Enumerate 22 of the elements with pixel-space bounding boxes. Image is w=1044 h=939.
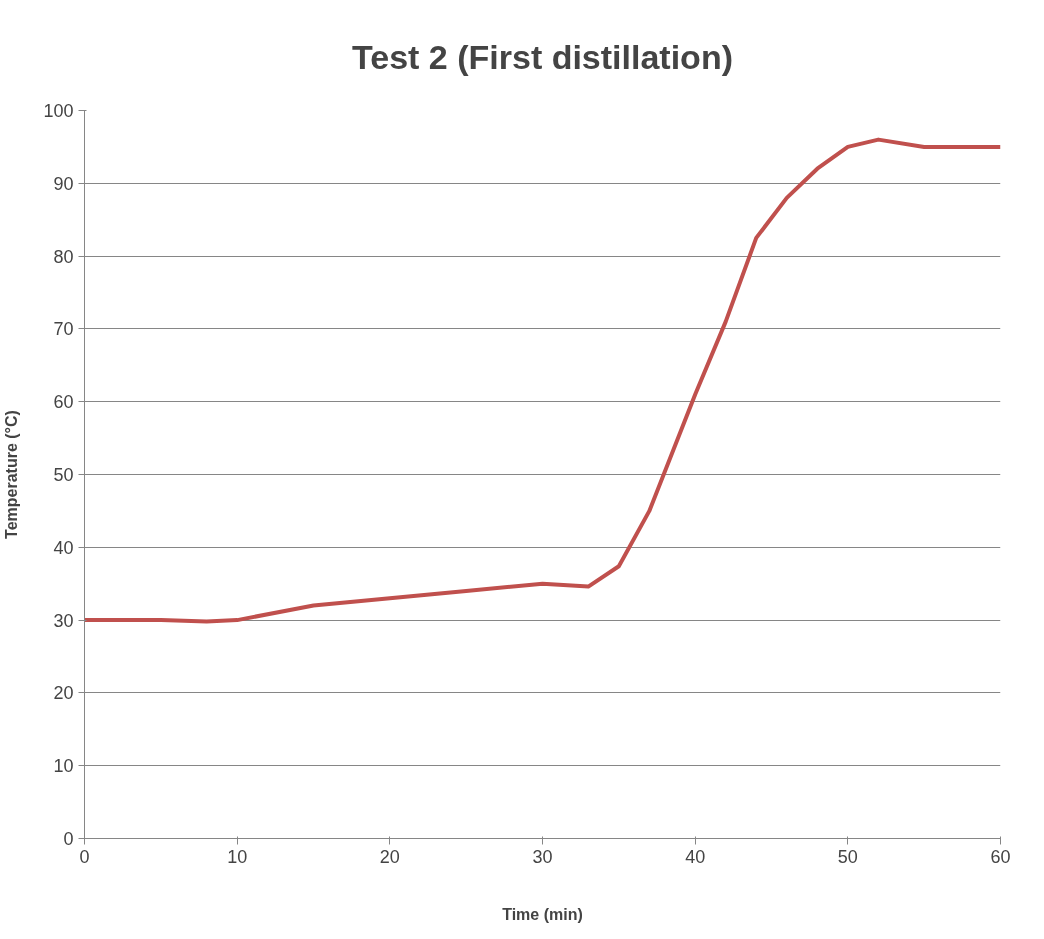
y-tick-label: 90 bbox=[53, 173, 74, 194]
x-tick-label: 60 bbox=[990, 846, 1011, 867]
y-tick-label: 70 bbox=[53, 319, 74, 340]
line-series bbox=[84, 137, 1001, 624]
y-tick-label: 0 bbox=[63, 829, 74, 849]
x-tick-label: 10 bbox=[227, 846, 248, 867]
y-tick-label: 30 bbox=[53, 610, 74, 631]
x-tick-label: 30 bbox=[532, 846, 553, 867]
y-tick-label: 80 bbox=[53, 246, 74, 267]
x-tick-label: 20 bbox=[379, 846, 400, 867]
x-tick-label: 40 bbox=[685, 846, 706, 867]
x-tick-label: 0 bbox=[79, 846, 90, 867]
y-axis-title: Temperature (°C) bbox=[3, 410, 21, 539]
x-tick-label: 50 bbox=[837, 846, 858, 867]
chart-title: Test 2 (First distillation) bbox=[352, 37, 733, 76]
y-tick-label: 10 bbox=[53, 756, 74, 777]
y-tick-label: 50 bbox=[53, 465, 74, 485]
y-tick-label: 20 bbox=[53, 683, 74, 704]
x-axis-title: Time (min) bbox=[502, 905, 583, 923]
y-tick-label: 40 bbox=[53, 537, 74, 558]
y-tick-label: 60 bbox=[53, 392, 74, 413]
y-tick-label: 100 bbox=[43, 101, 74, 121]
